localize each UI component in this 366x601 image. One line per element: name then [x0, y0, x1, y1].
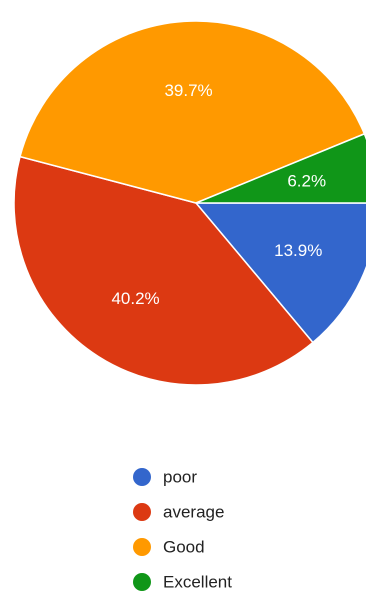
pie-slices [13, 20, 366, 386]
legend-swatch-good [133, 538, 151, 556]
legend-swatch-average [133, 503, 151, 521]
pie-data-labels: 13.9% 40.2% 39.7% 6.2% [111, 81, 326, 308]
legend-label-average: average [163, 503, 224, 522]
legend-item-good: Good [133, 538, 205, 557]
pie-slice-poor [194, 202, 366, 344]
legend-item-excellent: Excellent [133, 573, 232, 592]
pie-slice-excellent [195, 132, 366, 204]
legend-swatch-poor [133, 468, 151, 486]
chart-legend: poor average Good Excellent [133, 468, 232, 592]
legend-item-poor: poor [133, 468, 197, 487]
legend-label-excellent: Excellent [163, 573, 232, 592]
legend-swatch-excellent [133, 573, 151, 591]
legend-label-good: Good [163, 538, 205, 557]
pie-slice-good [19, 20, 366, 204]
slice-label-good: 39.7% [164, 81, 212, 100]
slice-label-excellent: 6.2% [287, 172, 326, 191]
legend-item-average: average [133, 503, 224, 522]
legend-label-poor: poor [163, 468, 197, 487]
slice-label-poor: 13.9% [274, 241, 322, 260]
pie-slice-average [13, 155, 314, 386]
slice-label-average: 40.2% [111, 289, 159, 308]
